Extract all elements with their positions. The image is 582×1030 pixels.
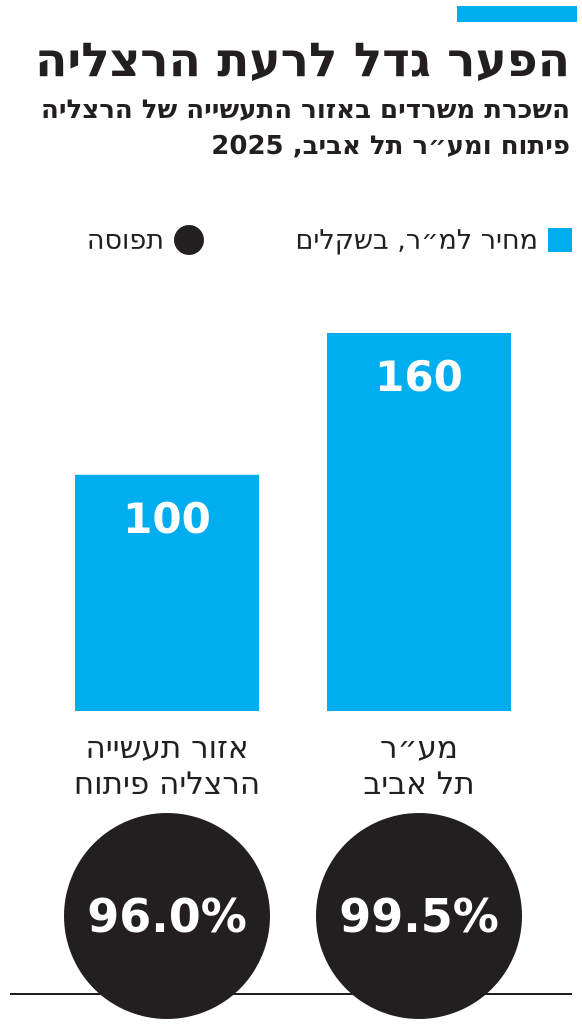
category-label-line: הרצליה פיתוח xyxy=(74,766,260,802)
occupancy-value-1: 99.5% xyxy=(339,889,499,943)
legend-occupancy-swatch xyxy=(174,225,204,255)
legend-occupancy-label: תפוסה xyxy=(86,224,164,256)
legend-price-label: מחיר למ״ר, בשקלים xyxy=(295,224,538,256)
bar-value-label-1: 160 xyxy=(375,352,463,401)
legend-price: מחיר למ״ר, בשקלים xyxy=(295,222,572,258)
category-label-0: אזור תעשייה הרצליה פיתוח xyxy=(74,730,260,802)
accent-bar xyxy=(457,6,577,22)
chart-title: הפער גדל לרעת הרצליה xyxy=(35,33,570,88)
chart-subtitle: השכרת משרדים באזור התעשייה של הרצליה פית… xyxy=(41,95,570,161)
category-label-line: אזור תעשייה xyxy=(85,730,248,766)
legend-price-swatch xyxy=(548,228,572,252)
bar-1 xyxy=(327,333,511,711)
occupancy-circle-1 xyxy=(316,813,522,1019)
occupancy-value-0: 96.0% xyxy=(87,889,247,943)
category-label-1: מע״ר תל אביב xyxy=(363,730,474,802)
bar-0 xyxy=(75,474,259,711)
occupancy-circle-0 xyxy=(64,813,270,1019)
bar-value-label-0: 100 xyxy=(123,494,211,543)
category-label-line: מע״ר xyxy=(380,730,458,766)
category-label-line: תל אביב xyxy=(363,766,474,802)
legend-occupancy: תפוסה xyxy=(87,222,204,258)
